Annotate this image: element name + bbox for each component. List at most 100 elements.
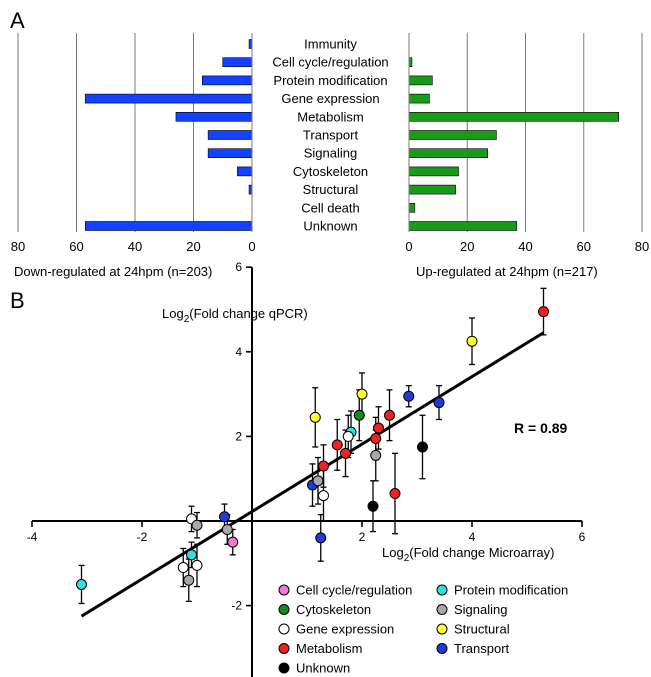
x-tick-label: 6 (579, 530, 586, 544)
legend-label-gene-expression: Gene expression (296, 622, 394, 637)
bar-up-signaling (409, 149, 488, 158)
point-gene-expression (319, 491, 329, 501)
legend-marker-protein-modification (437, 585, 447, 595)
correlation-label: R = 0.89 (514, 420, 568, 436)
legend-label-structural: Structural (454, 622, 510, 637)
bar-up-cytoskeleton (409, 167, 459, 176)
category-label-cell-death: Cell death (301, 200, 360, 215)
bar-down-cytoskeleton (237, 167, 252, 176)
left-x-tick-label: 80 (11, 239, 25, 254)
legend-label-metabolism: Metabolism (296, 641, 362, 656)
legend-label-unknown: Unknown (296, 661, 350, 676)
point-transport (220, 512, 230, 522)
right-x-tick-label: 0 (405, 239, 412, 254)
point-cell-cycle-regulation (228, 537, 238, 547)
point-signaling (222, 524, 232, 534)
category-label-signaling: Signaling (304, 146, 358, 161)
left-x-tick-label: 60 (69, 239, 83, 254)
bar-down-protein-modification (202, 76, 252, 85)
point-unknown (368, 501, 378, 511)
y-tick-label: 6 (235, 260, 242, 274)
right-axis-caption: Up-regulated at 24hpm (n=217) (416, 264, 598, 279)
legend-marker-cell-cycle-regulation (279, 585, 289, 595)
point-metabolism (332, 440, 342, 450)
category-label-immunity: Immunity (304, 37, 357, 52)
right-x-tick-label: 60 (577, 239, 591, 254)
x-tick-label: -2 (137, 530, 148, 544)
bar-down-metabolism (176, 112, 252, 121)
point-metabolism (371, 434, 381, 444)
legend-label-cytoskeleton: Cytoskeleton (296, 602, 371, 617)
point-cytoskeleton (354, 410, 364, 420)
x-tick-label: 2 (359, 530, 366, 544)
point-metabolism (319, 461, 329, 471)
point-structural (310, 412, 320, 422)
y-axis-label: Log2(Fold change qPCR) (162, 306, 308, 325)
category-label-cell-cycle-regulation: Cell cycle/regulation (272, 55, 388, 70)
point-transport (316, 533, 326, 543)
legend-label-transport: Transport (454, 641, 510, 656)
x-tick-label: 4 (469, 530, 476, 544)
category-label-transport: Transport (303, 128, 359, 143)
point-unknown (418, 442, 428, 452)
bar-down-cell-cycle-regulation (223, 58, 252, 67)
left-x-tick-label: 40 (128, 239, 142, 254)
bar-down-gene-expression (85, 94, 252, 103)
legend-marker-gene-expression (279, 624, 289, 634)
right-x-tick-label: 20 (460, 239, 474, 254)
point-structural (467, 336, 477, 346)
point-transport (404, 391, 414, 401)
bar-up-protein-modification (409, 76, 432, 85)
point-metabolism (341, 448, 351, 458)
point-signaling (313, 476, 323, 486)
left-grid (18, 33, 194, 232)
up-regulated-bars (409, 58, 619, 231)
x-axis-label: Log2(Fold change Microarray) (382, 545, 554, 564)
category-label-structural: Structural (303, 182, 359, 197)
category-label-metabolism: Metabolism (297, 109, 363, 124)
bar-down-unknown (85, 222, 252, 231)
right-x-ticks: 0 20 40 60 80 (405, 239, 649, 254)
bar-up-unknown (409, 222, 517, 231)
y-tick-label: -2 (231, 599, 242, 613)
point-signaling (371, 450, 381, 460)
category-label-unknown: Unknown (303, 219, 357, 234)
point-signaling (184, 575, 194, 585)
legend-marker-metabolism (279, 644, 289, 654)
legend-label-protein-modification: Protein modification (454, 583, 568, 598)
panel-letter-b: B (10, 288, 25, 313)
legend-marker-structural (437, 624, 447, 634)
legend-label-signaling: Signaling (454, 602, 508, 617)
bar-up-cell-death (409, 203, 415, 212)
point-protein-modification (77, 579, 87, 589)
point-transport (434, 398, 444, 408)
legend-label-cell-cycle-regulation: Cell cycle/regulation (296, 583, 412, 598)
point-gene-expression (192, 560, 202, 570)
point-metabolism (539, 307, 549, 317)
bar-up-structural (409, 185, 456, 194)
category-labels: Immunity Cell cycle/regulation Protein mod… (272, 37, 388, 234)
point-structural (357, 389, 367, 399)
x-tick-label: -4 (27, 530, 38, 544)
category-label-gene-expression: Gene expression (281, 91, 379, 106)
down-regulated-bars (85, 40, 252, 231)
left-x-ticks: 80 60 40 20 0 (11, 239, 256, 254)
y-tick-label: 2 (235, 429, 242, 443)
point-protein-modification (187, 550, 197, 560)
bar-up-transport (409, 131, 496, 140)
y-tick-label: 4 (235, 345, 242, 359)
category-label-cytoskeleton: Cytoskeleton (293, 164, 368, 179)
category-label-protein-modification: Protein modification (273, 73, 387, 88)
point-metabolism (374, 423, 384, 433)
point-metabolism (390, 489, 400, 499)
right-x-tick-label: 80 (635, 239, 649, 254)
legend: Cell cycle/regulation Protein modificatio… (279, 583, 568, 676)
legend-marker-signaling (437, 605, 447, 615)
left-x-tick-label: 0 (248, 239, 255, 254)
point-signaling (192, 520, 202, 530)
point-gene-expression (343, 431, 353, 441)
right-x-tick-label: 40 (518, 239, 532, 254)
bar-up-metabolism (409, 112, 619, 121)
bar-down-signaling (208, 149, 252, 158)
